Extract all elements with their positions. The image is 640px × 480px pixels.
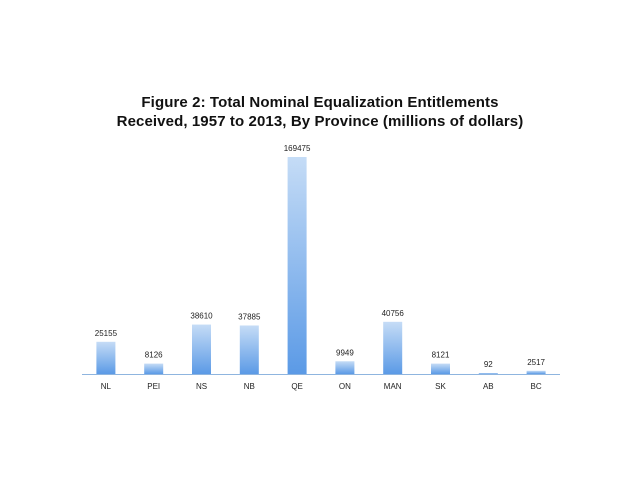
data-label-nb: 37885 [238,312,261,321]
bar-man [383,321,403,374]
chart-title-line-1: Figure 2: Total Nominal Equalization Ent… [141,94,499,111]
data-label-on: 9949 [336,348,354,357]
data-label-ns: 38610 [190,312,213,321]
bar-nl [96,341,116,374]
data-label-sk: 8121 [432,351,450,360]
x-tick-label-bc: BC [531,382,542,391]
bar-bc [526,370,546,374]
x-tick-label-on: ON [339,382,351,391]
x-tick-label-man: MAN [384,382,402,391]
x-tick-label-qe: QE [291,382,303,391]
x-tick-label-sk: SK [435,382,446,391]
x-tick-label-nb: NB [244,382,255,391]
data-label-ab: 92 [484,360,493,369]
data-label-bc: 2517 [527,358,545,367]
bar-sk [431,363,450,374]
bar-nb [239,325,259,374]
bar-ab [478,373,498,374]
bar-pei [144,363,164,374]
chart-title-line-2: Received, 1957 to 2013, By Province (mil… [116,113,524,130]
data-label-nl: 25155 [95,329,118,338]
bar-ns [192,324,211,374]
bar-on [335,361,355,374]
x-tick-label-ns: NS [196,382,207,391]
bar-qe [287,157,307,374]
x-tick-label-ab: AB [483,382,494,391]
x-tick-label-nl: NL [101,382,112,391]
data-label-man: 40756 [382,309,405,318]
data-label-qe: 169475 [284,144,311,153]
data-label-pei: 8126 [145,351,163,360]
x-tick-label-pei: PEI [147,382,160,391]
